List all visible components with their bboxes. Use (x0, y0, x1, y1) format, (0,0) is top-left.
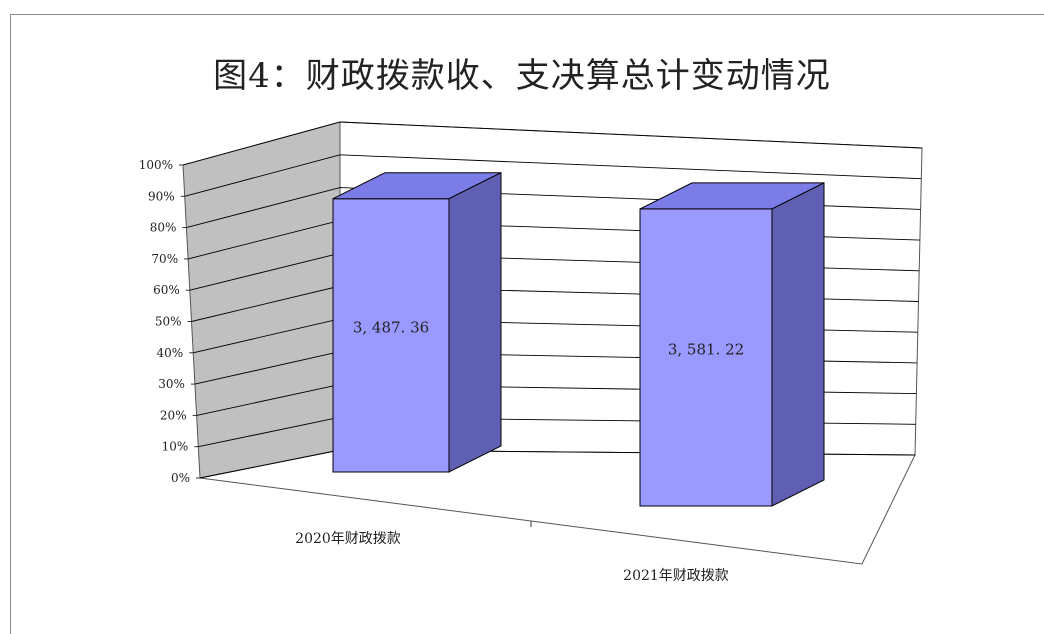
data-label: 3, 581. 22 (668, 340, 744, 358)
data-label: 3, 487. 36 (353, 319, 429, 337)
y-tick-label: 60% (153, 283, 180, 297)
chart-title: 图4：财政拨款收、支决算总计变动情况 (213, 56, 831, 96)
y-tick-label: 100% (139, 158, 173, 172)
y-tick-label: 30% (158, 377, 185, 391)
y-tick-label: 90% (148, 189, 175, 203)
y-tick-label: 10% (162, 440, 189, 454)
bar-side (771, 182, 825, 507)
gridline (184, 154, 922, 197)
chart-frame (10, 14, 1044, 634)
x-category-label: 2020年财政拨款 (295, 531, 401, 547)
y-tick-label: 0% (171, 471, 190, 485)
gridline (182, 121, 923, 166)
y-tick-label: 40% (157, 346, 184, 360)
y-tick-label: 20% (160, 408, 187, 422)
bar-side (448, 171, 502, 473)
x-category-label: 2021年财政拨款 (623, 568, 729, 584)
y-tick-label: 70% (151, 252, 178, 266)
y-tick-label: 80% (150, 221, 177, 235)
y-tick-label: 50% (155, 315, 182, 329)
